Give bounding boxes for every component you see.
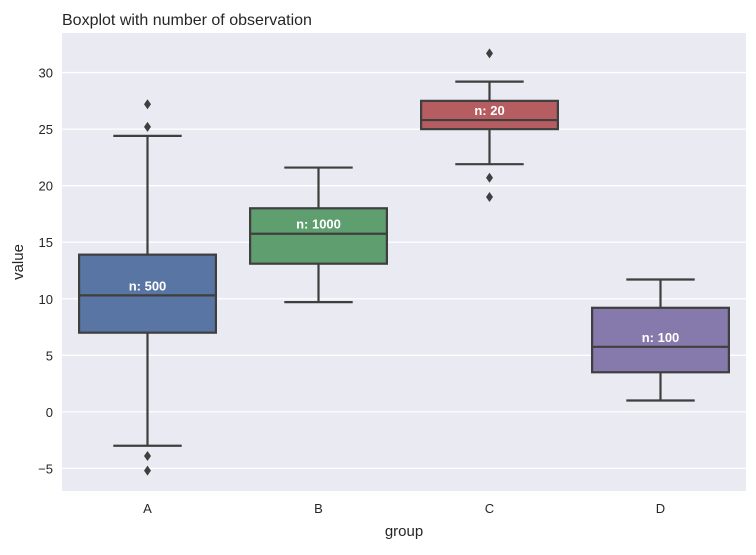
y-tick-label: 5 — [46, 348, 53, 363]
y-tick-label: 10 — [39, 292, 53, 307]
x-tick-label: D — [656, 501, 665, 516]
box-B — [249, 207, 389, 265]
outlier-point — [144, 121, 151, 132]
outlier-point — [144, 465, 151, 476]
chart-title: Boxplot with number of observation — [62, 12, 312, 29]
observation-count-label: n: 500 — [129, 278, 167, 293]
y-tick-label: 25 — [39, 122, 53, 137]
outlier-point — [144, 99, 151, 110]
box-A — [77, 253, 218, 334]
outlier-point — [486, 172, 493, 183]
x-axis-label: group — [385, 523, 423, 540]
x-tick-label: B — [314, 501, 323, 516]
y-tick-label: −5 — [38, 461, 53, 476]
outlier-point — [144, 450, 151, 461]
box-D — [590, 306, 730, 374]
y-tick-label: 15 — [39, 235, 53, 250]
observation-count-label: n: 20 — [474, 103, 504, 118]
observation-count-label: n: 100 — [642, 330, 680, 345]
box-C — [420, 99, 560, 131]
x-tick-label: A — [143, 501, 152, 516]
observation-count-label: n: 1000 — [296, 217, 341, 232]
outlier-point — [486, 191, 493, 202]
outlier-point — [486, 48, 493, 59]
y-tick-label: 30 — [39, 66, 53, 81]
y-tick-label: 0 — [46, 405, 53, 420]
x-tick-label: C — [485, 501, 494, 516]
y-tick-label: 20 — [39, 179, 53, 194]
y-axis-label: value — [10, 244, 27, 280]
